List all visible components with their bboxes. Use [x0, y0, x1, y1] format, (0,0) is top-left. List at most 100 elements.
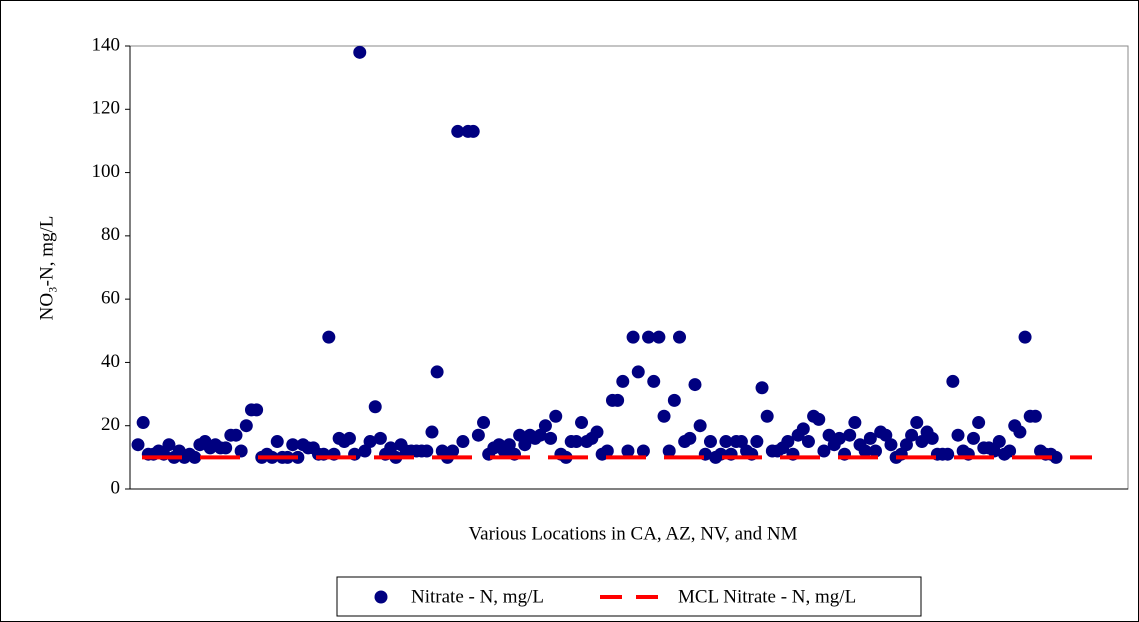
point: [425, 425, 439, 439]
y-tick-label: 40: [101, 351, 120, 372]
point: [533, 428, 547, 442]
point: [972, 416, 986, 430]
point: [760, 409, 774, 423]
point: [471, 428, 485, 442]
point: [358, 444, 372, 458]
point: [384, 441, 398, 455]
point: [992, 435, 1006, 449]
point: [884, 438, 898, 452]
point: [673, 330, 687, 344]
point: [502, 438, 516, 452]
point: [136, 416, 150, 430]
point: [879, 428, 893, 442]
point: [652, 330, 666, 344]
y-tick-label: 20: [101, 414, 120, 435]
point: [657, 409, 671, 423]
point: [1018, 330, 1032, 344]
point: [631, 365, 645, 379]
point: [647, 374, 661, 388]
point: [590, 425, 604, 439]
point: [868, 444, 882, 458]
point: [466, 124, 480, 138]
point: [693, 419, 707, 433]
y-tick-label: 120: [92, 98, 121, 119]
point: [812, 412, 826, 426]
point: [616, 374, 630, 388]
point: [477, 416, 491, 430]
point: [219, 441, 233, 455]
point: [575, 416, 589, 430]
point: [899, 438, 913, 452]
point: [229, 428, 243, 442]
point: [662, 444, 676, 458]
point: [683, 431, 697, 445]
point: [430, 365, 444, 379]
y-tick-label: 60: [101, 288, 120, 309]
point: [801, 435, 815, 449]
point: [822, 428, 836, 442]
point: [910, 416, 924, 430]
point: [1003, 444, 1017, 458]
point: [353, 45, 367, 59]
point: [286, 438, 300, 452]
point: [781, 435, 795, 449]
point: [750, 435, 764, 449]
point: [342, 431, 356, 445]
point: [600, 444, 614, 458]
point: [518, 438, 532, 452]
y-axis-label: NO₃-N, mg/L: [36, 216, 57, 321]
point: [636, 444, 650, 458]
point: [234, 444, 248, 458]
point: [667, 393, 681, 407]
point: [322, 330, 336, 344]
point: [544, 431, 558, 445]
point: [1013, 425, 1027, 439]
point: [642, 330, 656, 344]
point: [373, 431, 387, 445]
y-tick-label: 140: [92, 34, 121, 55]
point: [966, 431, 980, 445]
point: [703, 435, 717, 449]
point: [363, 435, 377, 449]
point: [905, 428, 919, 442]
point: [513, 428, 527, 442]
point: [987, 444, 1001, 458]
point: [688, 378, 702, 392]
y-tick-label: 0: [111, 477, 121, 498]
legend: [336, 576, 922, 617]
y-tick-label: 100: [92, 161, 121, 182]
point: [863, 431, 877, 445]
point: [239, 419, 253, 433]
point: [915, 435, 929, 449]
point: [719, 435, 733, 449]
point: [549, 409, 563, 423]
point: [188, 450, 202, 464]
point: [538, 419, 552, 433]
point: [621, 444, 635, 458]
point: [755, 381, 769, 395]
point: [734, 435, 748, 449]
point: [1028, 409, 1042, 423]
point: [941, 447, 955, 461]
point: [1049, 450, 1063, 464]
point: [451, 124, 465, 138]
y-tick-label: 80: [101, 224, 120, 245]
legend-label: Nitrate - N, mg/L: [411, 586, 544, 607]
point: [569, 435, 583, 449]
legend-label: MCL Nitrate - N, mg/L: [678, 586, 856, 607]
point: [832, 431, 846, 445]
point: [162, 438, 176, 452]
point: [446, 444, 460, 458]
point: [848, 416, 862, 430]
point: [270, 435, 284, 449]
point: [946, 374, 960, 388]
point: [420, 444, 434, 458]
point: [368, 400, 382, 414]
point: [858, 444, 872, 458]
point: [456, 435, 470, 449]
point: [951, 428, 965, 442]
point: [131, 438, 145, 452]
point: [611, 393, 625, 407]
